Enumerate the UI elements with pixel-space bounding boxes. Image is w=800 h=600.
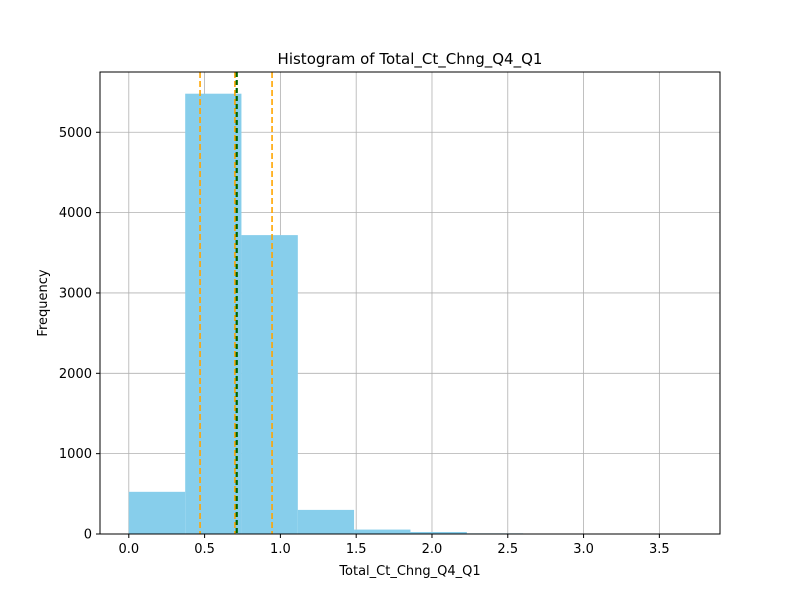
x-tick-label: 0.5 [194,542,215,557]
y-axis-ticks: 0 1000 2000 3000 4000 5000 [59,126,100,543]
x-tick-label: 3.0 [573,542,594,557]
x-tick-label: 3.5 [649,542,670,557]
x-tick-label: 2.0 [422,542,443,557]
x-tick-label: 0.0 [118,542,139,557]
chart-title: Histogram of Total_Ct_Chng_Q4_Q1 [278,50,543,69]
histogram-bar [185,93,242,535]
x-tick-label: 2.5 [497,542,518,557]
histogram-bar [241,235,298,535]
x-axis-ticks: 0.0 0.5 1.0 1.5 2.0 2.5 3.0 3.5 [118,534,670,557]
bars [128,93,693,535]
y-tick-label: 2000 [59,367,92,382]
y-tick-label: 5000 [59,126,92,141]
y-tick-label: 0 [84,528,92,543]
histogram-bar [297,509,355,534]
histogram-bar [410,531,467,534]
x-axis-label: Total_Ct_Chng_Q4_Q1 [338,564,480,579]
histogram-bar [354,529,411,534]
x-tick-label: 1.5 [346,542,367,557]
y-tick-label: 1000 [59,447,92,462]
histogram-bar [128,491,186,534]
plot-frame [99,71,721,535]
y-tick-label: 4000 [59,206,92,221]
x-tick-label: 1.0 [270,542,291,557]
reference-lines [199,72,273,534]
y-axis-label: Frequency [36,269,51,336]
y-tick-label: 3000 [59,286,92,301]
